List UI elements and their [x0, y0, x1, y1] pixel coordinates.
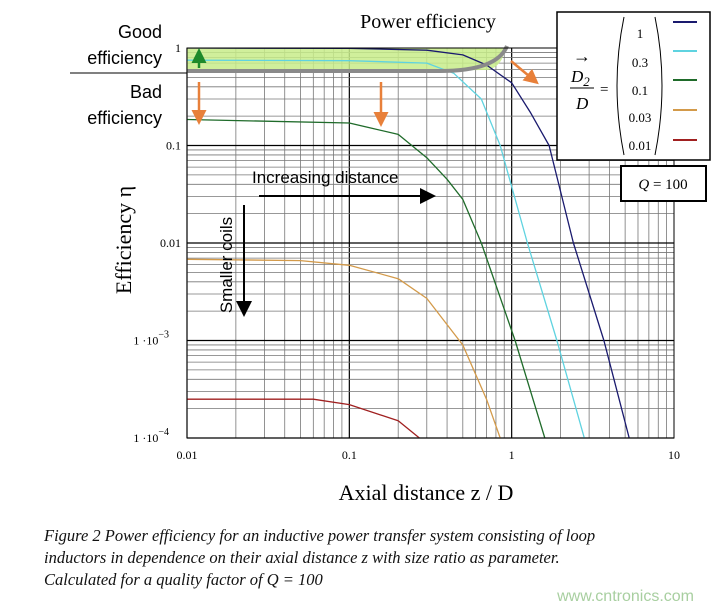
y-tick-label: 1 ·10−3	[133, 330, 169, 348]
smaller-coils-label: Smaller coils	[217, 217, 236, 313]
legend-numerator: D2	[570, 67, 590, 89]
watermark: www.cntronics.com	[557, 588, 694, 605]
series-line-0.1	[187, 118, 546, 438]
x-tick-label: 0.1	[342, 448, 357, 462]
y-tick-label: 0.1	[166, 139, 181, 153]
legend-vector-arrow: →	[573, 46, 591, 66]
legend: → D2 D = 1 0.3 0.1 0.03 0.01	[556, 11, 711, 161]
q-box	[620, 165, 707, 202]
x-axis-label: Axial distance z / D	[339, 480, 514, 505]
y-tick-label: 0.01	[160, 236, 181, 250]
y-tick-label: 1	[175, 41, 181, 55]
legend-value: 0.1	[632, 83, 648, 98]
chart-title: Power efficiency	[360, 11, 496, 33]
efficiency-boundary	[187, 45, 509, 73]
q-label: Q = 100	[638, 177, 687, 193]
legend-value: 0.01	[629, 138, 652, 153]
legend-right-paren	[654, 16, 663, 156]
x-tick-label: 0.01	[177, 448, 198, 462]
good-efficiency-region	[187, 48, 505, 72]
caption-line-1: Figure 2 Power efficiency for an inducti…	[44, 526, 596, 545]
x-tick-label: 10	[668, 448, 680, 462]
bad-efficiency-label-line1: Bad	[130, 82, 162, 102]
y-axis-label: Efficiency η	[111, 186, 136, 294]
caption-line-2: inductors in dependence on their axial d…	[44, 548, 560, 567]
bad-diagonal-arrow	[510, 60, 539, 85]
series-line-1	[187, 48, 630, 438]
increasing-distance-label: Increasing distance	[252, 168, 398, 187]
plot-frame	[186, 47, 675, 439]
legend-value: 0.3	[632, 55, 648, 70]
y-tick-label: 1 ·10−4	[133, 427, 169, 445]
bad-efficiency-label-line2: efficiency	[87, 108, 162, 128]
caption-line-3: Calculated for a quality factor of Q = 1…	[44, 570, 323, 589]
legend-equals: =	[600, 82, 608, 98]
legend-left-paren	[616, 16, 625, 156]
legend-box	[556, 11, 711, 161]
series-line-0.3	[187, 59, 585, 438]
legend-value: 0.03	[629, 110, 652, 125]
x-tick-label: 1	[509, 448, 515, 462]
good-efficiency-label-line2: efficiency	[87, 48, 162, 68]
series-line-0.03	[187, 258, 501, 438]
legend-value: 1	[637, 26, 644, 41]
series-group	[187, 48, 630, 438]
figure-caption: Figure 2 Power efficiency for an inducti…	[44, 525, 704, 591]
legend-denominator: D	[575, 94, 589, 113]
good-efficiency-label-line1: Good	[118, 22, 162, 42]
series-line-0.01	[187, 398, 420, 438]
